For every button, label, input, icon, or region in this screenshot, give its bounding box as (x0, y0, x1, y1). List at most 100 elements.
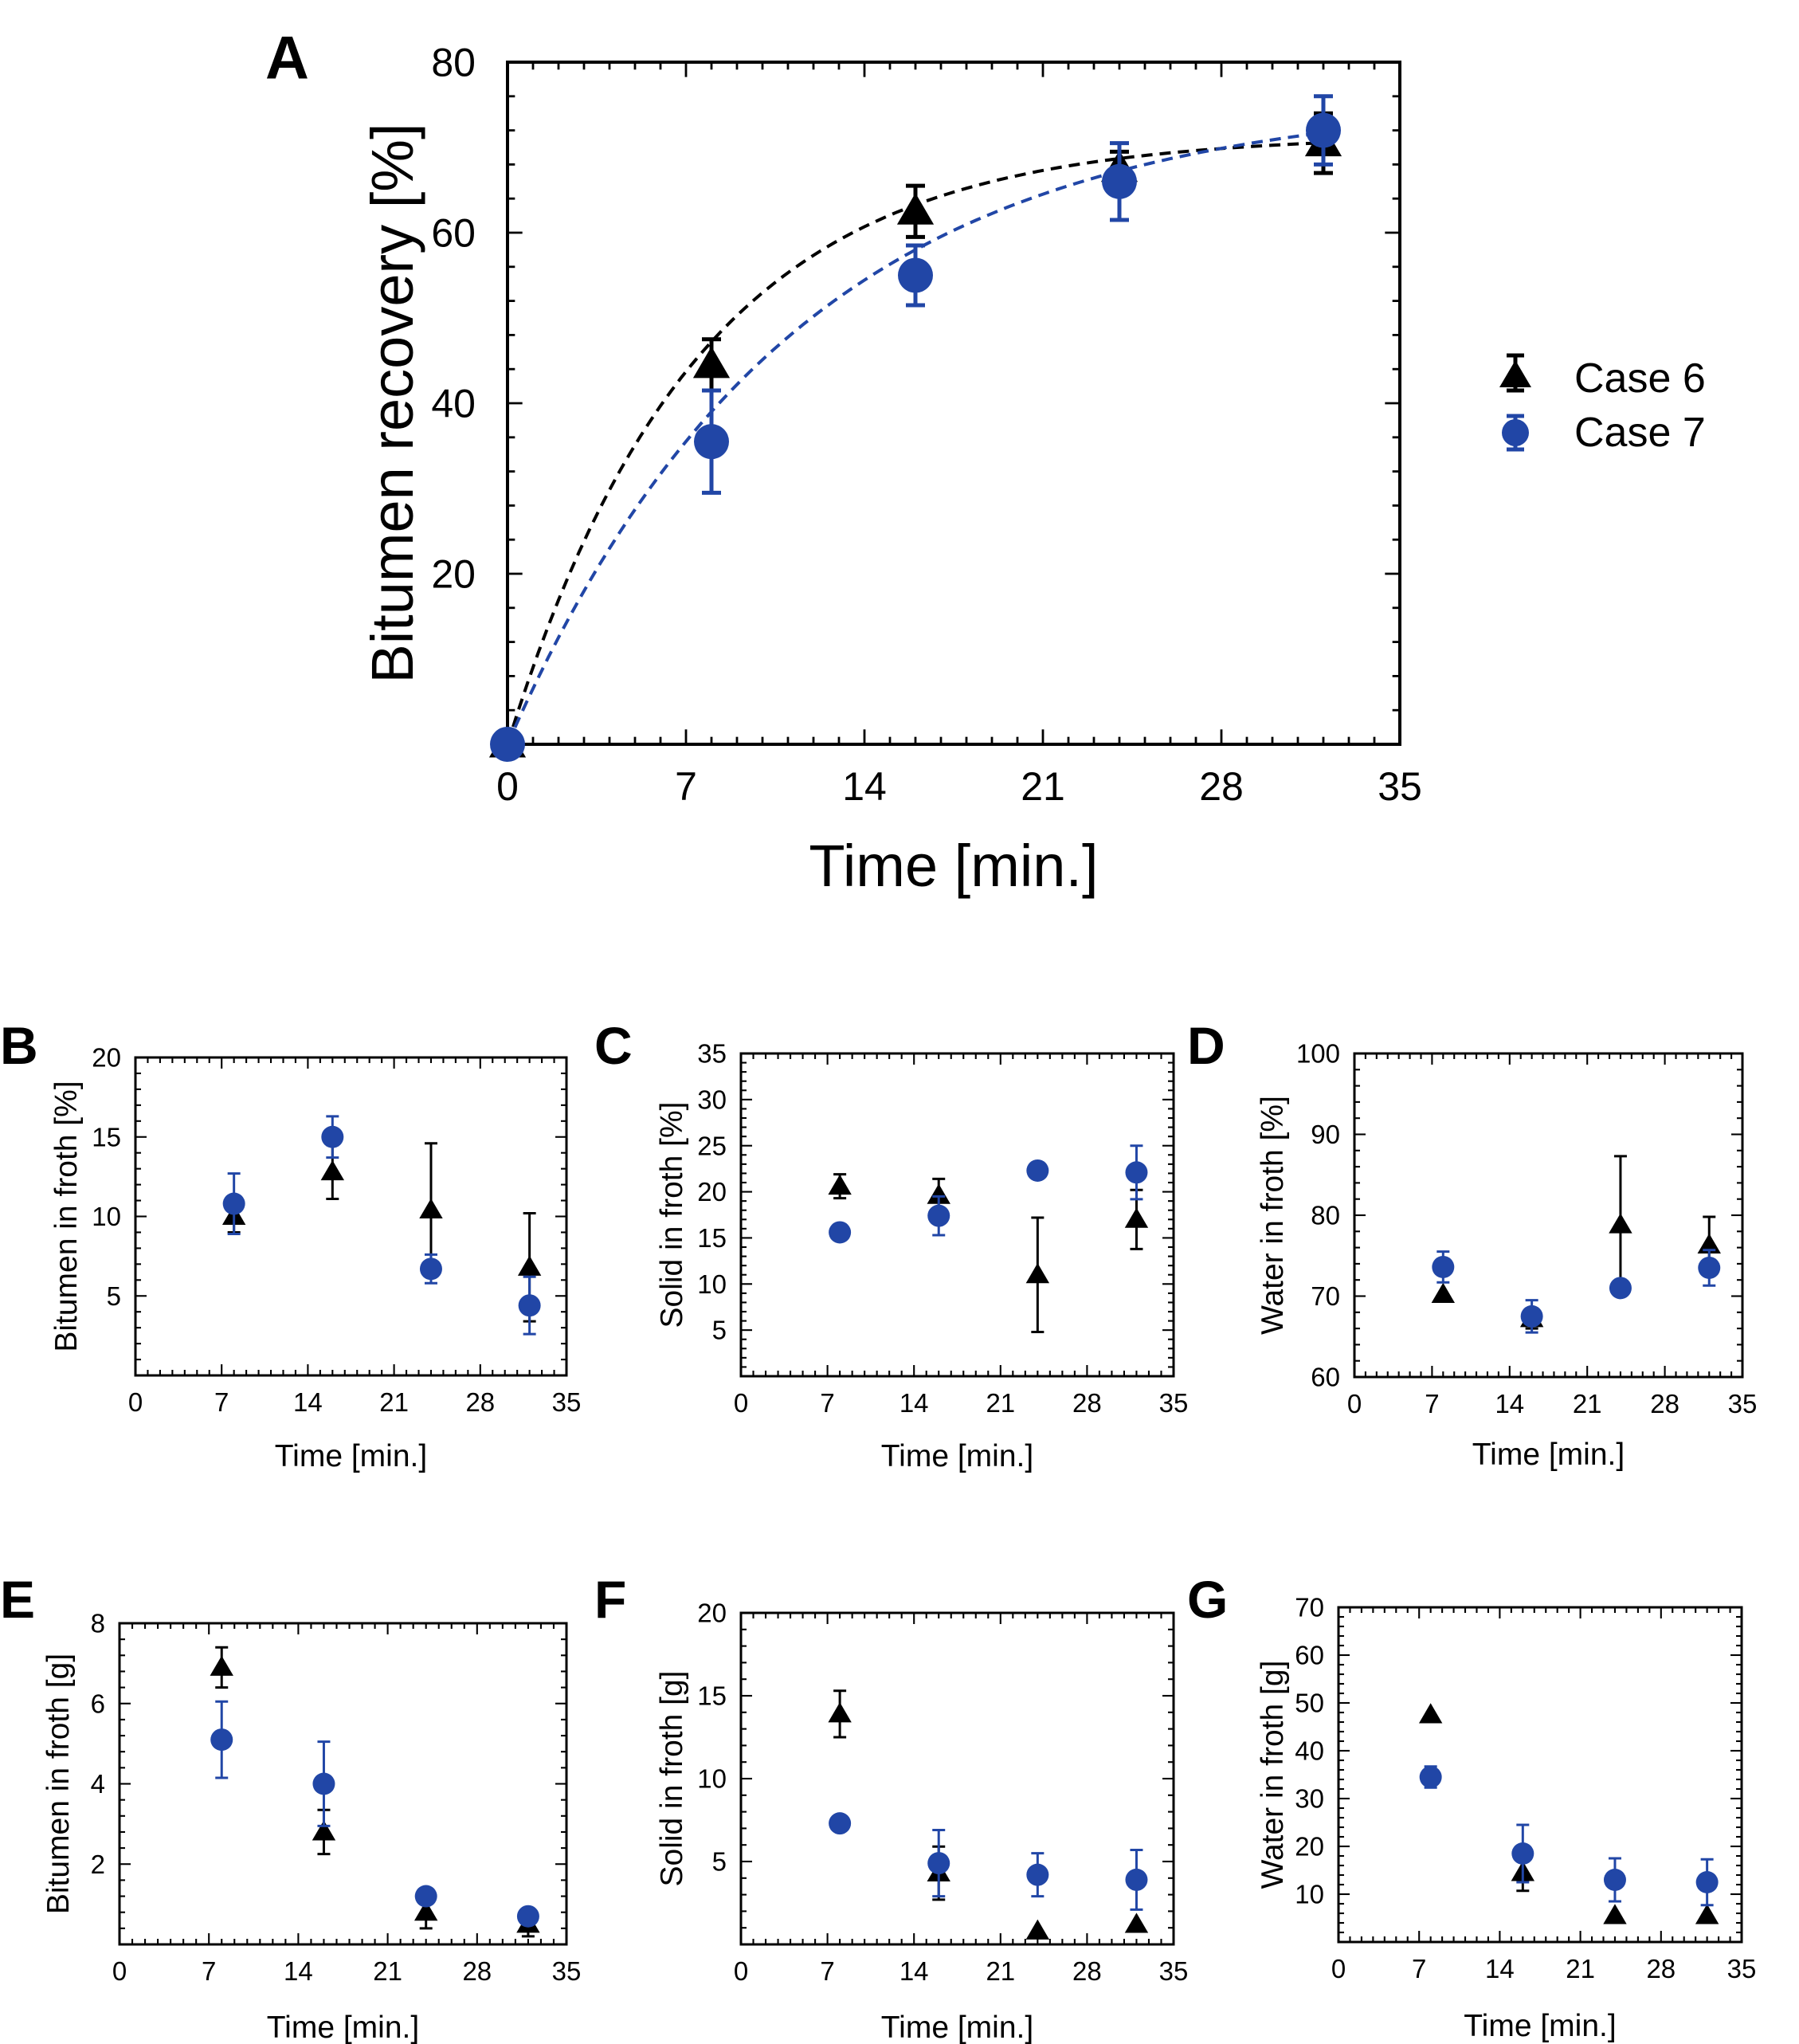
panel-f-xtick-label: 35 (1159, 1956, 1189, 1986)
panel-f-xtick-label: 14 (900, 1956, 929, 1986)
panel-e-xtick-label: 35 (552, 1956, 582, 1986)
panel-c-ytick-label: 5 (712, 1316, 727, 1345)
panel-g-ytick-label: 20 (1295, 1832, 1324, 1862)
panel-e-xtick-label: 0 (112, 1956, 127, 1986)
panel-c-xlabel: Time [min.] (881, 1439, 1033, 1473)
panel-e-series-case-6 (210, 1646, 540, 1938)
panel-g: G 0 7 14 21 28 35 10 20 30 40 50 60 70 Time [min.] Wate… (1187, 1570, 1756, 2043)
panel-b-point-case-7 (321, 1125, 344, 1148)
panel-c-point-case-6 (828, 1174, 852, 1195)
panel-g-xtick-label: 7 (1412, 1954, 1426, 1983)
panel-g-series-case-7 (1419, 1765, 1719, 1907)
panel-b-point-case-7 (222, 1192, 245, 1215)
panel-a-fit-case-7 (506, 131, 1324, 745)
panel-b-point-case-6 (517, 1255, 542, 1276)
panel-c-point-case-7 (1125, 1161, 1148, 1184)
panel-f-point-case-6 (828, 1702, 852, 1723)
panel-d-ytick-label: 80 (1311, 1201, 1340, 1230)
panel-c-frame (739, 1052, 1175, 1378)
panel-g-xtick-label: 0 (1331, 1954, 1346, 1983)
panel-e-point-case-6 (312, 1820, 336, 1841)
panel-e-ytick-label: 2 (91, 1850, 105, 1879)
panel-d-point-case-6 (1609, 1213, 1632, 1234)
panel-d-xtick-label: 14 (1495, 1389, 1524, 1418)
panel-b-point-case-7 (518, 1294, 541, 1317)
panel-g-point-case-6 (1418, 1703, 1443, 1724)
panel-e: E 0 7 14 21 28 35 2 4 6 8 Time [min.] Bitumen in fro… (0, 1570, 581, 2044)
panel-f-point-case-7 (1125, 1868, 1148, 1891)
panel-d-xtick-label: 21 (1573, 1389, 1602, 1418)
panel-d-frame (1353, 1052, 1744, 1379)
panel-f-frame (739, 1611, 1175, 1946)
panel-c-point-case-6 (1025, 1263, 1050, 1284)
panel-c-point-case-7 (1026, 1159, 1049, 1182)
panel-c-ytick-label: 10 (697, 1269, 727, 1299)
panel-d-xtick-label: 0 (1347, 1389, 1362, 1418)
panel-b-xtick-label: 14 (293, 1387, 323, 1417)
panel-b-ytick-label: 5 (107, 1281, 121, 1311)
panel-g-point-case-7 (1511, 1842, 1534, 1865)
panel-c-xtick-label: 7 (820, 1388, 834, 1418)
panel-d-point-case-7 (1432, 1255, 1455, 1278)
panel-e-point-case-7 (210, 1728, 233, 1752)
panel-b-xtick-label: 21 (379, 1387, 409, 1417)
panel-a-series-case-6 (488, 111, 1342, 758)
panel-f-xtick-label: 21 (986, 1956, 1015, 1986)
panel-a-point-case-7 (694, 424, 729, 460)
panel-e-series-case-7 (210, 1700, 539, 1928)
panel-g-series-case-6 (1418, 1703, 1719, 1924)
panel-d-ytick-label: 60 (1311, 1363, 1340, 1392)
panel-c-xtick-label: 35 (1159, 1388, 1189, 1418)
panel-c-series-case-6 (828, 1173, 1149, 1333)
panel-f-series-case-6 (828, 1689, 1149, 1940)
panel-e-xlabel: Time [min.] (267, 2011, 419, 2044)
panel-g-xtick-label: 28 (1646, 1954, 1676, 1983)
panel-a: A 0 7 14 21 28 35 20 40 60 80 Time [min.] Bitumen re… (265, 25, 1422, 899)
panel-g-xtick-label: 14 (1485, 1954, 1515, 1983)
panel-f-xlabel: Time [min.] (881, 2011, 1033, 2044)
panel-f-ytick-label: 5 (712, 1847, 727, 1877)
panel-d-xtick-label: 28 (1650, 1389, 1679, 1418)
panel-d-ytick-label: 90 (1311, 1120, 1340, 1149)
panel-c: C 0 7 14 21 28 35 5 10 15 20 25 30 35 Time [min.] Solid… (594, 1016, 1188, 1473)
panel-d-point-case-7 (1609, 1277, 1632, 1300)
panel-f-ylabel: Solid in froth [g] (655, 1671, 689, 1887)
panel-e-ytick-label: 4 (91, 1769, 105, 1799)
panel-g-point-case-6 (1695, 1904, 1719, 1924)
panel-f-point-case-6 (1124, 1913, 1149, 1933)
panel-c-point-case-6 (1124, 1207, 1149, 1228)
panel-d: D 0 7 14 21 28 35 60 70 80 90 100 Time [min.] Water i… (1187, 1016, 1757, 1472)
panel-f-point-case-7 (927, 1852, 950, 1875)
panel-f-ytick-label: 10 (697, 1764, 727, 1794)
panel-b: B 0 7 14 21 28 35 5 10 15 20 Time [min.] Bitumen in … (0, 1016, 581, 1473)
panel-d-point-case-6 (1431, 1282, 1456, 1303)
panel-f-xtick-label: 28 (1072, 1956, 1102, 1986)
panel-b-point-case-6 (419, 1198, 443, 1219)
panel-b-ytick-label: 10 (92, 1202, 121, 1231)
panel-d-letter: D (1187, 1016, 1225, 1075)
panel-c-xtick-label: 14 (900, 1388, 929, 1418)
panel-a-point-case-7 (1306, 112, 1341, 148)
panel-e-point-case-7 (516, 1905, 539, 1928)
panel-g-point-case-7 (1603, 1869, 1626, 1891)
legend-case7-label: Case 7 (1574, 410, 1706, 456)
panel-d-xtick-label: 7 (1425, 1389, 1439, 1418)
panel-a-xtick-label: 21 (1021, 764, 1065, 809)
panel-c-ytick-label: 20 (697, 1177, 727, 1206)
panel-g-ytick-label: 40 (1295, 1736, 1324, 1766)
panel-b-series-case-7 (222, 1115, 541, 1336)
panel-b-xlabel: Time [min.] (275, 1439, 427, 1473)
panel-a-xtick-label: 28 (1199, 764, 1244, 809)
panel-a-point-case-7 (1102, 163, 1137, 199)
panel-g-point-case-7 (1695, 1871, 1719, 1893)
panel-g-ytick-label: 50 (1295, 1689, 1324, 1718)
panel-b-ylabel: Bitumen in froth [%] (49, 1081, 84, 1352)
panel-c-xtick-label: 0 (734, 1388, 748, 1418)
panel-g-ytick-label: 10 (1295, 1880, 1324, 1909)
legend-case7-marker (1502, 419, 1529, 446)
panel-e-point-case-7 (414, 1885, 437, 1908)
panel-a-point-case-7 (898, 257, 933, 293)
panel-d-series-case-6 (1431, 1155, 1721, 1330)
panel-f-letter: F (594, 1570, 626, 1629)
panel-d-point-case-6 (1697, 1233, 1721, 1254)
